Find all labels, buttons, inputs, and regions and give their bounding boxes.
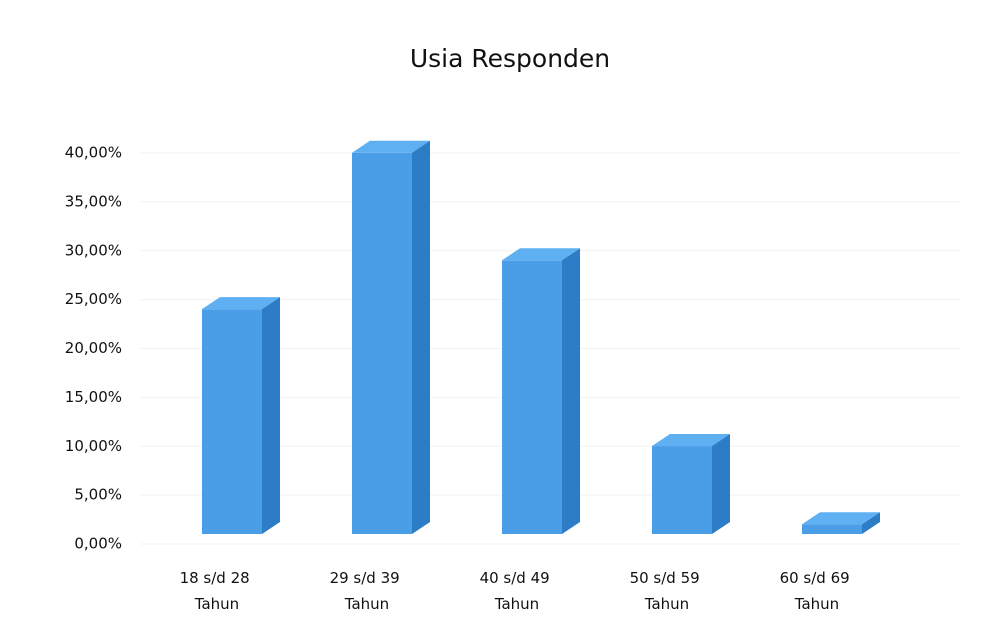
bar xyxy=(352,140,430,534)
y-tick-label: 15,00% xyxy=(65,388,122,406)
bar-side xyxy=(862,512,880,534)
y-tick-label: 25,00% xyxy=(65,290,122,308)
x-tick-label: 18 s/d 28 Tahun xyxy=(180,569,255,613)
bar-front xyxy=(202,309,262,534)
x-tick-label: 50 s/d 59 Tahun xyxy=(630,569,705,613)
x-tick-label: 29 s/d 39 Tahun xyxy=(330,569,405,613)
bar-top xyxy=(352,140,430,153)
bar-side xyxy=(562,248,580,535)
bar-front xyxy=(802,524,862,534)
y-tick-label: 40,00% xyxy=(65,144,122,162)
y-tick-label: 5,00% xyxy=(74,486,122,504)
y-tick-label: 10,00% xyxy=(65,437,122,455)
bar-top xyxy=(802,512,880,525)
bar-side xyxy=(412,140,430,534)
bar xyxy=(802,512,880,534)
bar-front xyxy=(502,260,562,534)
x-tick-label: 40 s/d 49 Tahun xyxy=(480,569,555,613)
bar-top xyxy=(502,248,580,261)
x-tick-label: 60 s/d 69 Tahun xyxy=(780,569,855,613)
chart-title: Usia Responden xyxy=(410,44,610,73)
bar-side xyxy=(262,297,280,534)
y-tick-label: 0,00% xyxy=(74,535,122,553)
y-tick-label: 30,00% xyxy=(65,241,122,259)
bar xyxy=(502,248,580,535)
y-tick-label: 35,00% xyxy=(65,192,122,210)
y-tick-label: 20,00% xyxy=(65,339,122,357)
bar-top xyxy=(202,297,280,310)
bar xyxy=(652,434,730,534)
bar xyxy=(202,297,280,534)
bar-front xyxy=(652,446,712,534)
bar-front xyxy=(352,152,412,534)
bar-top xyxy=(652,434,730,447)
bar-side xyxy=(712,434,730,534)
